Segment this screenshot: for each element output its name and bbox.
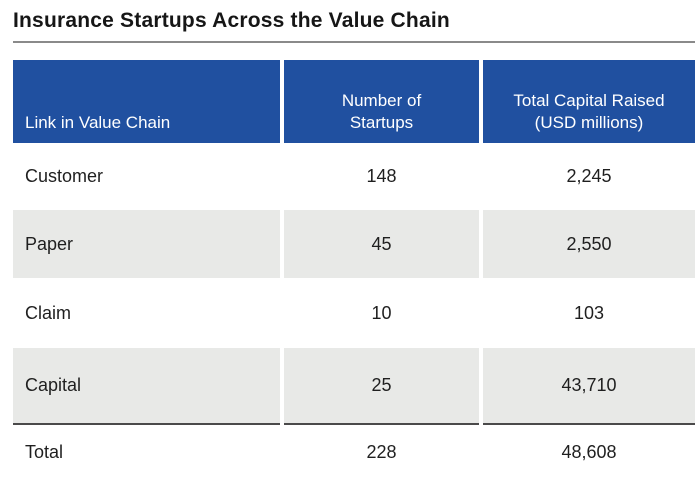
row-capital-capital: 43,710 bbox=[483, 348, 695, 423]
page-title: Insurance Startups Across the Value Chai… bbox=[13, 9, 450, 32]
data-table: Link in Value Chain Number of Startups T… bbox=[13, 60, 695, 479]
row-paper-startups: 45 bbox=[284, 210, 479, 278]
total-row-startups: 228 bbox=[284, 423, 479, 479]
row-customer-link: Customer bbox=[25, 166, 104, 186]
header-cell-capital: Total Capital Raised (USD millions) bbox=[483, 60, 695, 143]
header-cell-startups: Number of Startups bbox=[284, 60, 479, 143]
header-cell-link: Link in Value Chain bbox=[13, 60, 280, 143]
row-customer-startups: 148 bbox=[366, 166, 397, 186]
row-customer-capital: 2,245 bbox=[566, 166, 612, 186]
title-rule bbox=[13, 41, 695, 43]
row-claim-capital: 103 bbox=[573, 302, 605, 323]
total-row-capital: 48,608 bbox=[483, 423, 695, 479]
row-capital-startups: 25 bbox=[284, 348, 479, 423]
row-capital-link: Capital bbox=[13, 348, 280, 423]
row-paper-link: Paper bbox=[13, 210, 280, 278]
row-paper-capital: 2,550 bbox=[483, 210, 695, 278]
total-row-link: Total bbox=[13, 423, 280, 479]
row-claim-link: Claim bbox=[25, 302, 72, 323]
row-claim-startups: 10 bbox=[371, 302, 392, 323]
